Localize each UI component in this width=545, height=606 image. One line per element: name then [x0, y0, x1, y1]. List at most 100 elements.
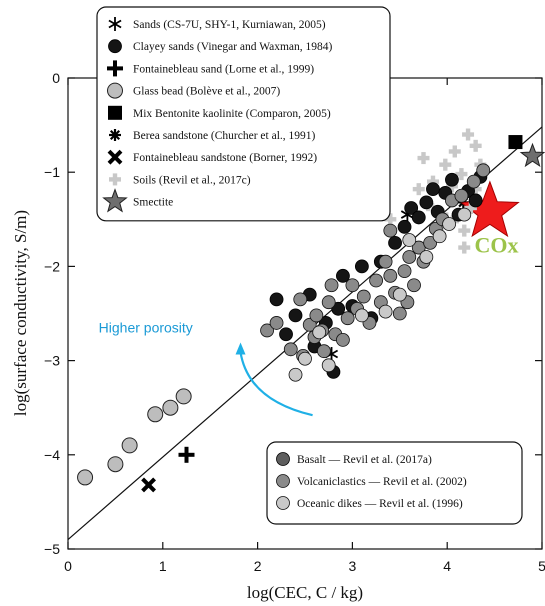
data-point-plus-light: [464, 201, 477, 214]
data-point-circle-black: [419, 195, 434, 210]
legend-bottom-box: [266, 441, 523, 525]
y-tick-label: −5: [44, 541, 60, 557]
data-point-circle-black: [411, 210, 426, 225]
legend-label: Fontainebleau sand (Lorne et al., 1999): [133, 63, 314, 75]
data-point-circle-black: [445, 172, 459, 187]
data-point-plus-light: [462, 128, 475, 141]
data-point-plus-v: [184, 446, 189, 463]
data-point-circle-black: [397, 219, 412, 234]
data-point-circle-mid: [397, 264, 412, 279]
data-point-asterisk-ray: [400, 210, 414, 219]
legend-label: Smectite: [133, 197, 173, 209]
cox-label: COx: [474, 232, 518, 257]
data-point-plus-light-v: [459, 168, 464, 181]
data-point-circle-black: [426, 182, 440, 197]
data-point-circle-mid: [302, 317, 317, 332]
data-point-circle-light: [321, 358, 336, 373]
data-point-circle-gray: [162, 399, 179, 416]
data-point-plus-light-v: [462, 224, 467, 237]
data-point-circle-mid: [383, 268, 398, 283]
legend-marker-plus: [107, 60, 123, 77]
porosity-arrow: [239, 352, 313, 417]
data-point-plus-light-v: [430, 175, 436, 188]
data-point-circle-mid: [383, 223, 398, 238]
data-point-plus-light: [458, 224, 471, 237]
data-point-circle-gray: [121, 437, 138, 454]
data-point-plus-light: [439, 158, 452, 171]
porosity-arrow-head: [235, 342, 246, 355]
data-point-plus-light-v: [473, 139, 478, 152]
data-point-plus-light: [469, 183, 482, 196]
data-point-circle-black: [468, 193, 483, 208]
data-point-star: [519, 142, 545, 168]
legend-label: Mix Bentonite kaolinite (Comparon, 2005): [133, 108, 331, 120]
data-point-plus-light: [417, 152, 430, 165]
legend-marker-circle-light: [276, 496, 290, 510]
data-point-circle-black: [288, 308, 303, 323]
data-point-plus-light: [412, 183, 425, 196]
data-point-circle-mid: [345, 278, 360, 293]
data-point-circle-black: [269, 292, 284, 307]
x-tick-label: 2: [254, 558, 262, 574]
data-point-circle-black: [388, 235, 402, 250]
data-point-circle-mid: [269, 316, 284, 330]
data-point-circle-mid: [466, 174, 481, 189]
y-tick-label: −1: [44, 164, 60, 180]
data-point-plus-light: [455, 168, 468, 181]
data-point-circle-light: [378, 304, 393, 319]
legend-marker-plus-light-v: [112, 173, 118, 186]
legend-marker-asterisk-ray: [108, 19, 122, 29]
data-point-plus: [178, 446, 195, 463]
legend-marker-circle-mid: [276, 474, 290, 488]
data-point-circle-mid: [317, 344, 331, 359]
legend-label: Glass bead (Bolève et al., 2007): [133, 86, 280, 98]
data-point-circle-light: [402, 233, 417, 247]
data-point-circle-light: [432, 229, 447, 244]
data-point-plus-light-v: [416, 183, 421, 196]
legend-label: Oceanic dikes — Revil et al. (1996): [297, 498, 463, 510]
data-point-circle-mid: [260, 323, 274, 338]
data-point-plus-light: [384, 213, 397, 226]
x-tick-label: 3: [349, 558, 357, 574]
data-point-plus-light-v: [465, 128, 471, 141]
data-point-circle-gray: [77, 469, 94, 486]
data-point-circle-light: [442, 217, 456, 231]
data-point-circle-mid: [340, 311, 355, 326]
x-tick-label: 0: [64, 558, 72, 574]
data-point-circle-mid: [423, 235, 438, 250]
y-tick-label: −2: [44, 258, 60, 274]
legend-marker-asterisk8-ray: [109, 129, 121, 141]
data-point-plus-light: [448, 145, 461, 158]
data-point-circle-mid: [309, 308, 324, 323]
legend-label: Soils (Revil et al., 2017c): [133, 174, 251, 186]
legend-marker-plus-light: [109, 173, 121, 186]
legend-label: Sands (CS-7U, SHY-1, Kurniawan, 2005): [133, 19, 326, 31]
data-point-plus-light: [469, 139, 482, 152]
data-point-circle-gray: [175, 388, 192, 405]
data-point-circle-mid: [293, 292, 308, 307]
data-point-circle-mid: [283, 342, 298, 357]
data-point-plus-light-v: [421, 152, 426, 165]
data-point-circle-mid: [324, 278, 339, 293]
data-point-circle-mid: [336, 332, 350, 347]
data-point-circle-black: [404, 201, 419, 215]
legend-marker-star: [102, 188, 128, 213]
data-point-circle-mid: [378, 254, 393, 269]
legend-label: Clayey sands (Vinegar and Waxman, 1984): [133, 41, 333, 53]
data-point-circle-black: [354, 259, 369, 274]
data-point-plus-light: [426, 175, 439, 188]
data-points: [77, 128, 545, 493]
data-point-plus-light-v: [452, 145, 457, 158]
data-point-star-big: [459, 180, 520, 238]
legend-label: Volcaniclastics — Revil et al. (2002): [297, 476, 467, 488]
data-point-plus-light-v: [443, 158, 448, 171]
legend-label: Berea sandstone (Churcher et al., 1991): [133, 130, 316, 142]
data-point-circle-mid: [321, 295, 336, 310]
legend-marker-circle-black: [108, 39, 122, 54]
data-point-circle-gray: [147, 406, 164, 423]
data-point-cross-b: [141, 477, 156, 493]
legend-marker-cross-b: [107, 149, 123, 165]
legend-marker-circle-dark: [276, 452, 290, 466]
data-point-circle-light: [288, 367, 303, 382]
